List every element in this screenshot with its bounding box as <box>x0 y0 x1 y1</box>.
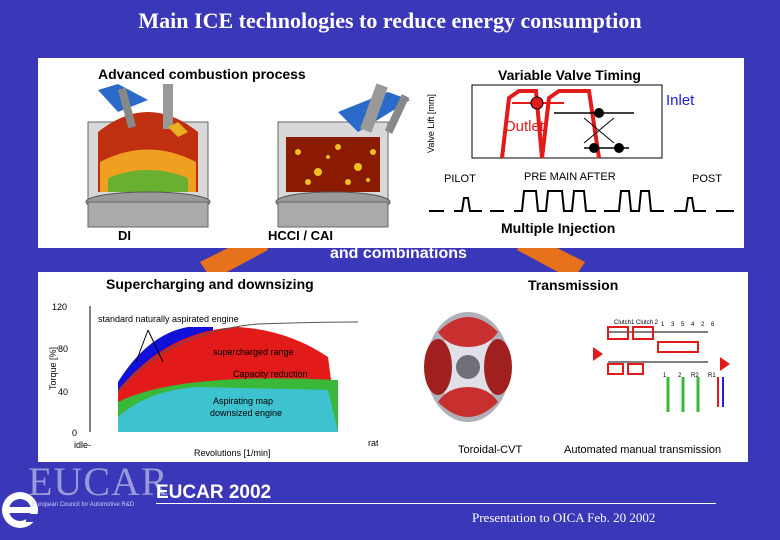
transmission-heading: Transmission <box>528 277 619 293</box>
transmission-panel: Transmission Cl <box>378 272 748 462</box>
eucar-logo: EUCAR European Council for Automotive R&… <box>0 459 168 540</box>
di-engine-illustration <box>85 84 211 228</box>
ytick-80: 80 <box>58 344 69 354</box>
combustion-heading: Advanced combustion process <box>98 66 306 82</box>
eucar-subtitle: European Council for Automotive R&D <box>32 502 135 508</box>
page-title: Main ICE technologies to reduce energy c… <box>138 8 642 33</box>
supercharging-panel: Supercharging and downsizing 120 80 40 0… <box>38 272 392 462</box>
eucar-year: EUCAR 2002 <box>156 482 272 503</box>
ann-standard: standard naturally aspirated engine <box>98 314 239 324</box>
ytick-0: 0 <box>72 428 78 438</box>
torque-chart <box>89 306 359 432</box>
amt-label-gear-5: 5 <box>681 322 685 328</box>
eucar-logo-text: EUCAR <box>28 459 169 504</box>
footer-divider <box>156 503 716 504</box>
injection-post: POST <box>692 173 722 185</box>
area-aspirating-cyan <box>118 387 338 432</box>
amt-label: Automated manual transmission <box>564 444 722 456</box>
amt-label-clutch1: Clutch1 <box>614 320 635 326</box>
vvt-injection-panel: Variable Valve Timing Valve Lift [mm] In… <box>424 58 744 248</box>
ann-aspirating-1: Aspirating map <box>213 396 274 406</box>
torque-ylabel: Torque [%] <box>48 346 58 390</box>
ann-supercharged: supercharged range <box>213 347 294 357</box>
label-di: DI <box>118 228 131 243</box>
amt-label-gear-6: 6 <box>711 322 715 328</box>
vvt-chart <box>471 84 663 159</box>
vvt-outlet-label: Outlet <box>504 118 545 135</box>
transmission-illustration <box>424 312 730 422</box>
injection-pulse-diagram <box>429 190 734 212</box>
combustion-illustration <box>85 83 410 228</box>
vvt-heading: Variable Valve Timing <box>498 67 641 83</box>
ytick-120: 120 <box>52 302 68 312</box>
combinations-label: and combinations <box>330 245 467 262</box>
amt-label-r2: R2 <box>691 373 699 379</box>
amt-label-gear-3: 3 <box>671 322 675 328</box>
presentation-note: Presentation to OICA Feb. 20 2002 <box>472 510 656 525</box>
ann-aspirating-2: downsized engine <box>210 408 283 418</box>
amt-label-shaft-2: 2 <box>678 373 682 379</box>
ytick-40: 40 <box>58 387 69 397</box>
combustion-panel: Advanced combustion process <box>38 58 438 248</box>
injection-heading: Multiple Injection <box>501 220 616 236</box>
eucar-e-icon <box>2 492 40 528</box>
x-idle: idle- <box>74 440 92 450</box>
vvt-inlet-label: Inlet <box>666 92 695 109</box>
vvt-outlet-curve <box>500 89 544 159</box>
injection-pilot: PILOT <box>444 173 476 185</box>
amt-label-clutch2: Clutch 2 <box>636 320 659 326</box>
toroidal-cvt-illustration <box>424 312 512 422</box>
hcci-engine-illustration <box>275 83 410 228</box>
cvt-label: Toroidal-CVT <box>458 444 523 456</box>
ann-capacity: Capacity reduction <box>233 369 308 379</box>
supercharging-heading: Supercharging and downsizing <box>106 276 314 292</box>
standard-curve <box>117 321 359 393</box>
label-hcci: HCCI / CAI <box>268 228 333 243</box>
revolutions-xlabel: Revolutions [1/min] <box>194 448 271 458</box>
amt-label-gear-4: 4 <box>691 322 695 328</box>
amt-label-shaft-1: 1 <box>663 373 667 379</box>
amt-label-gear-1: 1 <box>661 322 665 328</box>
injection-pre-main-after: PRE MAIN AFTER <box>524 171 616 183</box>
amt-label-gear-2: 2 <box>701 322 705 328</box>
amt-schematic <box>593 326 730 412</box>
amt-label-r1: R1 <box>708 373 716 379</box>
